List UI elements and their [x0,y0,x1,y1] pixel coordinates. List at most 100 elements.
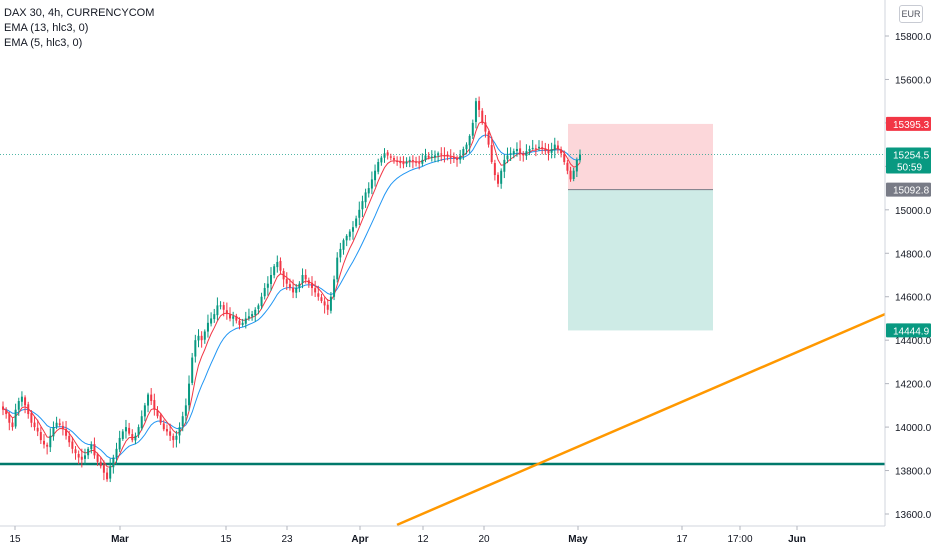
x-tick-label: 15 [9,534,21,545]
x-tick-label: 20 [478,534,490,545]
y-tick-label: 13600.0 [895,510,932,521]
candle-body [556,145,559,149]
candle-body [49,435,52,448]
candle-body [172,435,175,441]
candle-body [497,174,500,184]
symbol-label[interactable]: DAX 30, 4h, CURRENCYCOM [4,7,155,19]
candle-body [184,405,187,416]
candle-body [65,428,68,436]
candle-body [112,457,115,468]
currency-button[interactable]: EUR [899,5,923,23]
candles [2,96,581,483]
candle-body [481,110,484,123]
candle-body [329,296,332,311]
candle-body [266,283,269,288]
candle-body [326,304,329,310]
candle-body [58,423,61,425]
candle-body [42,440,45,445]
y-tick-label: 14800.0 [895,249,932,260]
candle-body [361,201,364,210]
price-tag-label: 15254.5 [893,151,930,162]
candle-body [24,397,27,406]
candle-body [512,151,515,155]
candle-body [531,147,534,149]
ema-13-label[interactable]: EMA (13, hlc3, 0) [4,22,89,34]
candle-body [134,435,137,441]
candle-body [427,155,430,158]
candle-body [263,288,266,297]
price-tag [886,116,931,131]
candle-body [194,340,197,357]
drawing-lines[interactable] [0,154,886,527]
candle-body [563,153,566,163]
candle-body [380,157,383,163]
y-tick-label: 14200.0 [895,380,932,391]
candle-body [468,135,471,146]
x-tick-label: 12 [417,534,429,545]
candle-body [150,394,153,402]
candle-body [285,279,288,284]
candle-body [93,444,96,456]
candle-body [124,427,127,432]
y-tick-label: 15600.0 [895,75,932,86]
candle-body [367,188,370,194]
candle-body [317,293,320,297]
candle-body [46,444,49,447]
candle-body [301,275,304,283]
candle-body [159,415,162,423]
candle-body [465,144,468,150]
candle-body [8,414,11,423]
candle-body [137,427,140,436]
candle-body [547,150,550,154]
candle-body [342,240,345,250]
candle-body [392,158,395,160]
candle-body [203,331,206,340]
ema-5-label[interactable]: EMA (5, hlc3, 0) [4,37,83,49]
candle-body [77,453,80,458]
candle-body [71,441,74,449]
candle-body [345,235,348,241]
position-tool[interactable] [568,123,713,331]
candle-body [238,320,241,325]
candle-body [566,162,569,171]
candle-body [443,155,446,157]
candle-body [487,132,490,145]
candle-body [279,260,282,271]
price-tag-countdown: 50:59 [897,163,922,174]
x-tick-label: Jun [788,534,806,545]
price-tag-label: 15395.3 [893,120,930,131]
candle-body [484,122,487,132]
candle-body [30,413,33,423]
y-tick-label: 13800.0 [895,467,932,478]
candle-body [74,449,77,454]
candle-body [241,322,244,325]
candle-body [449,156,452,158]
x-tick-label: Mar [111,534,129,545]
candle-body [474,101,477,122]
price-tag-label: 14444.9 [893,326,930,337]
price-tag [886,323,931,338]
x-tick-label: 17 [676,534,688,545]
candle-body [528,148,531,152]
candle-body [348,231,351,237]
candle-body [188,383,191,406]
candle-body [33,422,36,428]
candle-body [270,275,273,284]
candle-body [61,425,64,430]
candle-body [424,155,427,160]
candle-body [273,266,276,276]
y-tick-label: 15000.0 [895,206,932,217]
candle-body [178,427,181,436]
candle-body [36,427,39,432]
price-tag [886,147,931,174]
candle-body [544,148,547,152]
candle-body [11,422,14,428]
candle-body [386,152,389,156]
candle-body [506,155,509,160]
candle-body [288,284,291,289]
candle-body [162,423,165,430]
candle-body [169,431,172,436]
candle-body [336,257,339,280]
candle-body [254,309,257,316]
